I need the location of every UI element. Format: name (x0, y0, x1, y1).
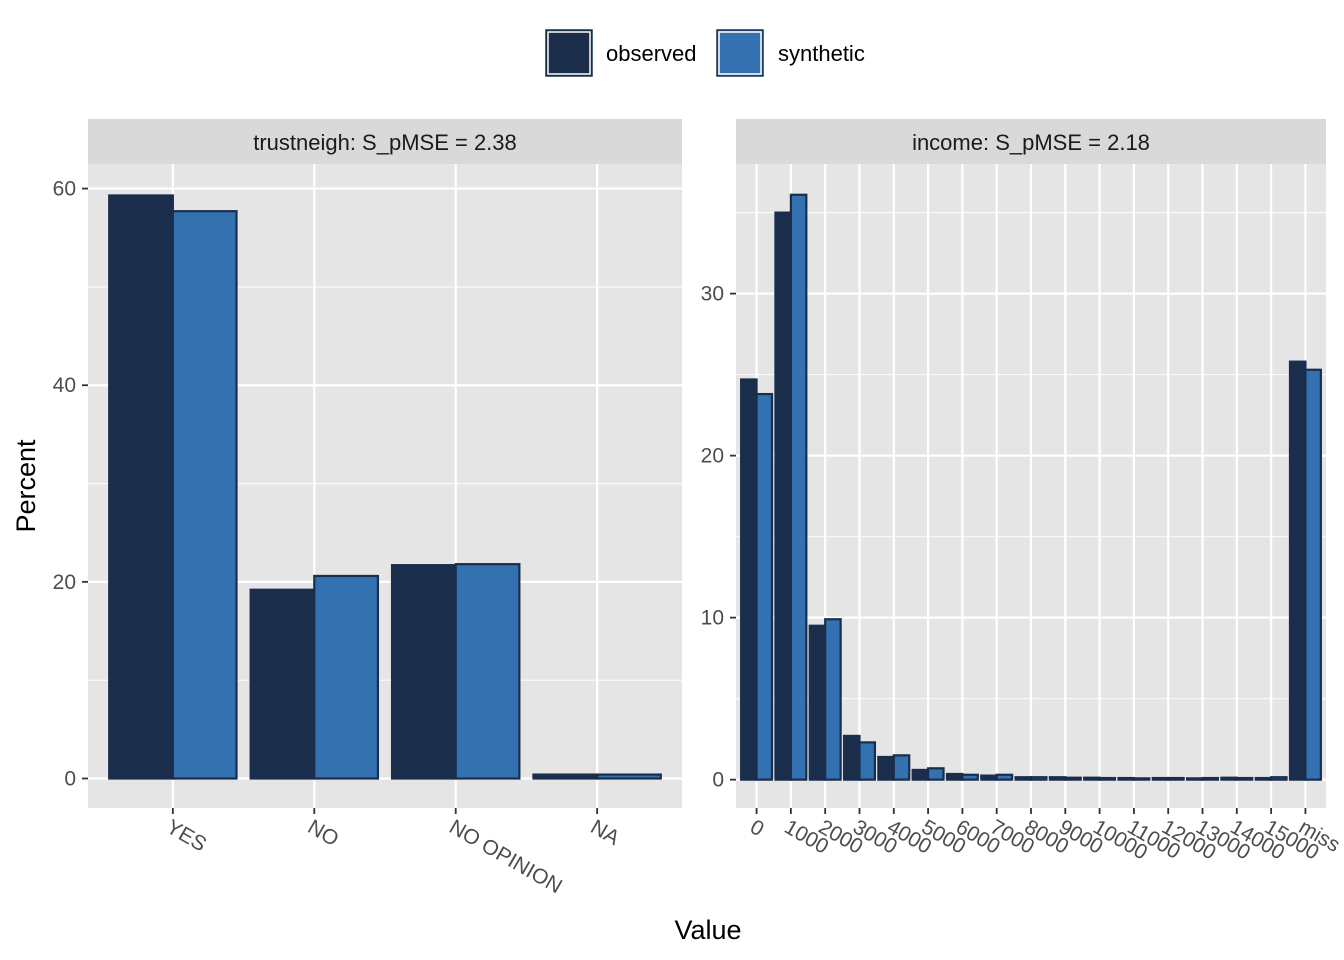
bar-observed-14000 (1220, 776, 1238, 781)
panel-income: income: S_pMSE = 2.18 0 10 20 30 0 100020003… (701, 119, 1344, 865)
strip-trustneigh (88, 119, 682, 164)
bar-observed-12000 (1151, 776, 1170, 781)
bar-synthetic-15000 (1270, 776, 1288, 781)
bar-observed-6000 (945, 772, 964, 781)
bar-synthetic-5000 (926, 767, 945, 781)
bar-observed-2000 (808, 624, 827, 781)
bar-observed-13000 (1185, 777, 1204, 781)
bar-observed-15000 (1254, 776, 1273, 781)
x-tick-label-no: NO (304, 815, 343, 851)
y-tick-label: 60 (53, 178, 76, 201)
bar-synthetic-9000 (1064, 776, 1082, 781)
bar-observed-3000 (842, 734, 861, 781)
bar-synthetic-13000 (1201, 776, 1220, 781)
bar-observed-na (532, 773, 599, 780)
bar-synthetic-0 (755, 392, 774, 781)
y-tick-label: 0 (64, 768, 76, 791)
x-axis-title: Value (674, 915, 741, 945)
x-tick-label-yes: YES (162, 815, 210, 856)
y-tick-label: 30 (701, 283, 724, 306)
bar-observed-10000 (1083, 776, 1101, 781)
bar-synthetic-6000 (961, 773, 979, 781)
x-tick-label-na: NA (587, 815, 624, 850)
y-axis-title: Percent (11, 439, 41, 533)
bars-income (740, 193, 1322, 781)
bar-synthetic-3000 (858, 741, 877, 781)
bar-synthetic-yes (171, 210, 238, 780)
bar-synthetic-11000 (1132, 777, 1151, 781)
y-axis-income: 0 10 20 30 (701, 283, 736, 792)
bar-synthetic-10000 (1098, 776, 1117, 781)
bar-observed-0 (740, 378, 758, 781)
bar-synthetic-7000 (995, 773, 1014, 781)
bar-observed-4000 (877, 755, 895, 781)
bars-trustneigh (108, 194, 662, 780)
bar-synthetic-no (313, 574, 380, 780)
bar-observed-8000 (1014, 776, 1033, 781)
bar-observed-1000 (774, 211, 792, 781)
strip-title-income: income: S_pMSE = 2.18 (912, 130, 1150, 155)
y-tick-label: 0 (712, 769, 724, 792)
bar-observed-11000 (1117, 776, 1136, 781)
x-tick-label-0: 0 (746, 815, 768, 841)
panel-trustneigh: trustneigh: S_pMSE = 2.38 0 20 40 60 YES NO N… (53, 119, 682, 898)
bar-observed-7000 (980, 774, 998, 781)
bar-observed-no-opinion (390, 564, 457, 780)
bar-synthetic-14000 (1235, 776, 1254, 781)
strip-income (736, 119, 1326, 164)
bar-synthetic-12000 (1167, 776, 1185, 781)
legend-key-observed (545, 29, 593, 77)
bar-synthetic-4000 (892, 754, 911, 781)
y-tick-label: 10 (701, 607, 724, 630)
bar-synthetic-na (596, 773, 662, 780)
y-tick-label: 20 (701, 445, 724, 468)
bar-observed-yes (108, 194, 174, 780)
bar-observed-9000 (1048, 776, 1067, 781)
y-tick-label: 20 (53, 571, 76, 594)
x-axis-trustneigh: YES NO NO OPINION NA (162, 808, 623, 898)
bar-synthetic-2000 (824, 618, 842, 781)
legend-label-synthetic: synthetic (778, 41, 865, 66)
legend-label-observed: observed (606, 41, 697, 66)
bar-synthetic-no-opinion (454, 563, 521, 780)
bar-observed-miss (1288, 360, 1307, 781)
strip-title-trustneigh: trustneigh: S_pMSE = 2.38 (253, 130, 517, 155)
bar-observed-no (249, 588, 316, 780)
legend-key-synthetic (716, 29, 764, 77)
y-tick-label: 40 (53, 374, 76, 397)
bar-synthetic-8000 (1029, 776, 1048, 781)
y-axis-trustneigh: 0 20 40 60 (53, 178, 88, 791)
x-axis-income: 0 100020003000400050006000700080009000100… (746, 808, 1344, 865)
legend: observed synthetic (545, 29, 865, 77)
bar-synthetic-1000 (789, 193, 808, 781)
x-tick-label-no-opinion: NO OPINION (445, 815, 566, 898)
bar-observed-5000 (911, 768, 930, 781)
bar-synthetic-miss (1304, 368, 1322, 781)
